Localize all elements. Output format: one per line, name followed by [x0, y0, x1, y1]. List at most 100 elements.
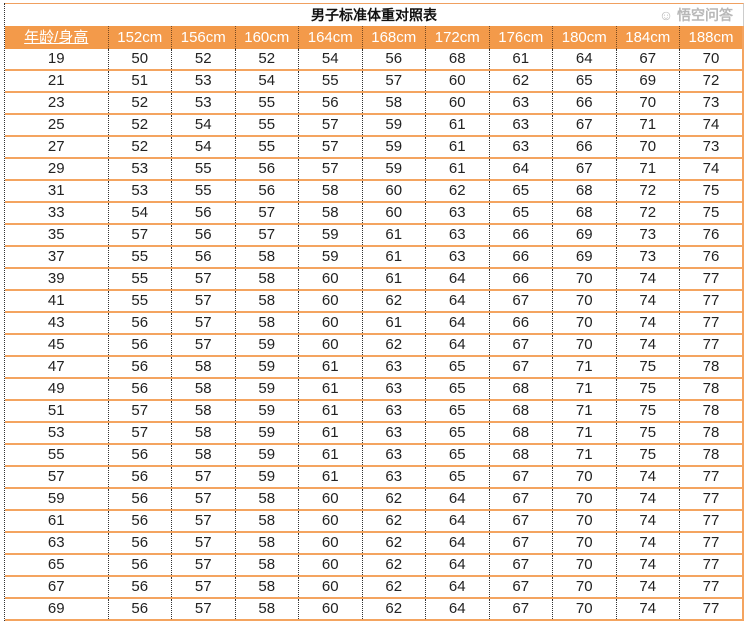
age-cell: 33	[5, 202, 108, 225]
weight-cell: 58	[234, 598, 299, 621]
weight-cell: 59	[234, 378, 299, 401]
weight-cell: 78	[679, 356, 744, 379]
weight-cell: 58	[171, 422, 235, 445]
weight-cell: 62	[361, 532, 426, 555]
weight-cell: 70	[615, 92, 680, 115]
weight-cell: 70	[552, 312, 616, 335]
weight-cell: 54	[107, 202, 172, 225]
table-row: 37 55 56 58 59 61 63 66 69 73 76	[5, 246, 744, 269]
weight-cell: 57	[298, 114, 362, 137]
weight-cell: 67	[488, 510, 553, 533]
weight-cell: 61	[361, 246, 426, 269]
weight-cell: 58	[234, 312, 299, 335]
weight-cell: 78	[679, 422, 744, 445]
weight-cell: 74	[615, 268, 680, 291]
table-row: 69 56 57 58 60 62 64 67 70 74 77	[5, 598, 744, 621]
weight-cell: 56	[107, 312, 172, 335]
weight-cell: 57	[171, 488, 235, 511]
weight-cell: 62	[361, 576, 426, 599]
weight-cell: 58	[234, 576, 299, 599]
weight-cell: 77	[679, 576, 744, 599]
weight-cell: 70	[552, 554, 616, 577]
age-cell: 51	[5, 400, 108, 423]
weight-cell: 64	[552, 49, 616, 71]
header-height: 172cm	[425, 26, 489, 49]
weight-cell: 77	[679, 532, 744, 555]
weight-cell: 76	[679, 224, 744, 247]
table-row: 53 57 58 59 61 63 65 68 71 75 78	[5, 422, 744, 445]
weight-cell: 66	[488, 246, 553, 269]
weight-cell: 56	[107, 466, 172, 489]
weight-cell: 72	[679, 70, 744, 93]
weight-cell: 60	[298, 312, 362, 335]
weight-cell: 58	[234, 268, 299, 291]
weight-cell: 63	[361, 378, 426, 401]
weight-cell: 65	[425, 466, 489, 489]
table-row: 67 56 57 58 60 62 64 67 70 74 77	[5, 576, 744, 599]
weight-cell: 58	[234, 532, 299, 555]
weight-cell: 66	[488, 224, 553, 247]
weight-cell: 60	[298, 598, 362, 621]
age-cell: 37	[5, 246, 108, 269]
weight-cell: 67	[488, 554, 553, 577]
weight-cell: 59	[234, 400, 299, 423]
weight-cell: 71	[615, 158, 680, 181]
weight-cell: 56	[361, 49, 426, 71]
weight-cell: 56	[107, 444, 172, 467]
table-row: 19 50 52 52 54 56 68 61 64 67 70	[5, 49, 744, 71]
weight-cell: 67	[488, 466, 553, 489]
weight-cell: 71	[552, 356, 616, 379]
weight-cell: 64	[425, 576, 489, 599]
weight-cell: 67	[488, 334, 553, 357]
weight-cell: 57	[107, 400, 172, 423]
weight-cell: 56	[107, 356, 172, 379]
weight-cell: 52	[107, 114, 172, 137]
weight-cell: 71	[552, 400, 616, 423]
table-row: 51 57 58 59 61 63 65 68 71 75 78	[5, 400, 744, 423]
weight-cell: 61	[298, 466, 362, 489]
weight-cell: 78	[679, 378, 744, 401]
weight-cell: 57	[298, 158, 362, 181]
age-cell: 59	[5, 488, 108, 511]
weight-cell: 77	[679, 334, 744, 357]
weight-cell: 56	[234, 180, 299, 203]
weight-cell: 57	[171, 576, 235, 599]
weight-cell: 75	[615, 444, 680, 467]
weight-cell: 52	[107, 92, 172, 115]
weight-cell: 74	[679, 158, 744, 181]
weight-cell: 65	[425, 400, 489, 423]
weight-cell: 54	[298, 49, 362, 71]
header-height: 188cm	[679, 26, 744, 49]
weight-cell: 68	[552, 202, 616, 225]
weight-cell: 52	[171, 49, 235, 71]
weight-cell: 69	[552, 224, 616, 247]
weight-cell: 70	[552, 510, 616, 533]
weight-cell: 66	[488, 312, 553, 335]
age-cell: 47	[5, 356, 108, 379]
weight-cell: 53	[171, 70, 235, 93]
weight-cell: 71	[615, 114, 680, 137]
weight-cell: 75	[615, 378, 680, 401]
weight-cell: 73	[679, 92, 744, 115]
weight-cell: 64	[425, 488, 489, 511]
weight-cell: 65	[425, 378, 489, 401]
weight-cell: 61	[488, 49, 553, 71]
age-cell: 31	[5, 180, 108, 203]
weight-cell: 74	[615, 510, 680, 533]
weight-cell: 55	[107, 290, 172, 313]
header-height: 152cm	[107, 26, 172, 49]
weight-cell: 74	[615, 488, 680, 511]
weight-cell: 74	[615, 334, 680, 357]
age-cell: 39	[5, 268, 108, 291]
weight-cell: 60	[361, 202, 426, 225]
weight-cell: 64	[425, 598, 489, 621]
weight-cell: 61	[298, 400, 362, 423]
header-height: 160cm	[234, 26, 299, 49]
weight-cell: 60	[298, 510, 362, 533]
weight-cell: 55	[107, 246, 172, 269]
weight-cell: 65	[425, 356, 489, 379]
weight-cell: 70	[615, 136, 680, 159]
age-cell: 27	[5, 136, 108, 159]
weight-cell: 63	[425, 202, 489, 225]
weight-cell: 57	[171, 290, 235, 313]
